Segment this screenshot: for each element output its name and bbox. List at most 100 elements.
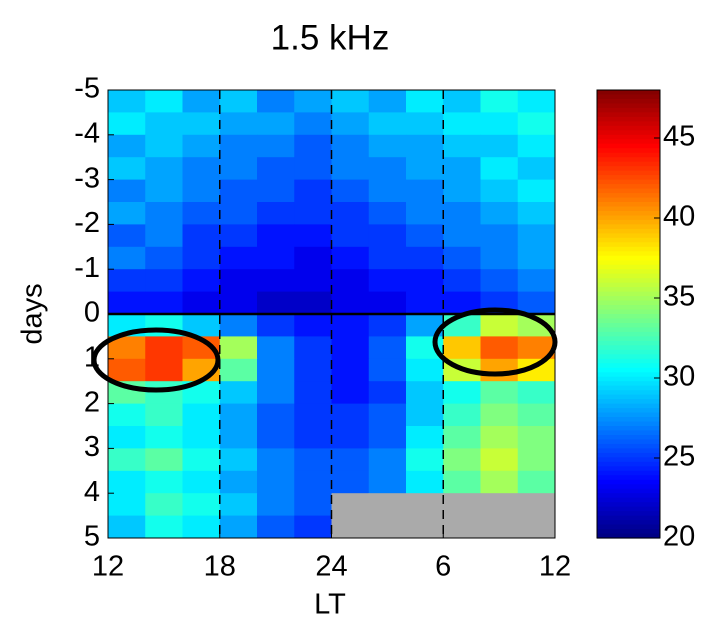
colorbar-segment <box>597 233 660 239</box>
heatmap-cell <box>294 493 332 517</box>
heatmap-cell <box>257 403 295 427</box>
heatmap-cell <box>182 246 221 270</box>
colorbar-segment <box>597 161 660 167</box>
heatmap-cell <box>406 314 444 337</box>
heatmap-cell <box>294 358 332 382</box>
heatmap-cell <box>145 112 183 136</box>
colorbar-segment <box>597 466 660 472</box>
heatmap-cell <box>294 269 332 293</box>
colorbar-segment <box>597 452 660 458</box>
heatmap-cell <box>406 179 444 203</box>
colorbar-segment <box>597 426 660 432</box>
x-tick-label: 6 <box>435 551 451 583</box>
heatmap-cell <box>480 314 519 337</box>
heatmap-cell <box>257 493 295 517</box>
heatmap-cell <box>368 134 407 158</box>
heatmap-cell <box>443 336 481 360</box>
colorbar-segment <box>597 349 660 355</box>
heatmap-cell <box>406 493 444 517</box>
annotation-ellipse <box>432 307 558 377</box>
colorbar-segment <box>597 336 660 342</box>
heatmap-cell <box>145 381 183 405</box>
heatmap-cell <box>294 470 332 494</box>
heatmap-cell <box>368 112 407 136</box>
heatmap-cell <box>294 515 332 539</box>
heatmap-cell <box>443 403 481 427</box>
heatmap-cell <box>517 90 556 113</box>
heatmap-cell <box>406 515 444 539</box>
heatmap-cell <box>294 224 332 248</box>
heatmap-cell <box>443 470 481 494</box>
heatmap-cell <box>443 90 481 113</box>
heatmap-cell <box>443 291 481 315</box>
heatmap-cell <box>108 90 146 113</box>
heatmap-cell <box>257 224 295 248</box>
heatmap-cell <box>517 515 556 539</box>
heatmap-cell <box>443 515 481 539</box>
heatmap-cell <box>108 269 146 293</box>
heatmap-cell <box>368 358 407 382</box>
colorbar-segment <box>597 98 660 105</box>
heatmap-cell <box>517 269 556 293</box>
colorbar-segment <box>597 443 660 449</box>
heatmap-cell <box>480 470 519 494</box>
heatmap-cell <box>406 358 444 382</box>
heatmap-cell <box>368 448 407 472</box>
heatmap-cell <box>257 448 295 472</box>
colorbar-segment <box>597 300 660 306</box>
heatmap-cell <box>368 493 407 517</box>
heatmap-cell <box>108 224 146 248</box>
colorbar-segment <box>597 318 660 324</box>
heatmap-cell <box>480 336 519 360</box>
x-tick-label: 24 <box>315 551 347 583</box>
heatmap-cell <box>257 202 295 225</box>
colorbar-segment <box>597 394 660 400</box>
colorbar-segment <box>597 103 660 109</box>
colorbar-segment <box>597 90 660 96</box>
heatmap-cell <box>480 493 519 517</box>
colorbar-segment <box>597 390 660 396</box>
heatmap-cell <box>219 493 258 517</box>
heatmap-cell <box>480 179 519 203</box>
colorbar-tick-label: 20 <box>663 521 695 553</box>
heatmap-cell <box>331 381 370 405</box>
heatmap-cell <box>108 403 146 427</box>
heatmap-cell <box>145 202 183 225</box>
colorbar-segment <box>597 475 660 481</box>
heatmap-cell <box>368 314 407 337</box>
heatmap-cell <box>406 112 444 136</box>
heatmap-cell <box>480 246 519 270</box>
heatmap-cell <box>219 134 258 158</box>
heatmap-cell <box>368 246 407 270</box>
heatmap-cell <box>480 448 519 472</box>
heatmap-cell <box>480 224 519 248</box>
colorbar-segment <box>597 246 660 252</box>
heatmap-cell <box>182 90 221 113</box>
colorbar-segment <box>597 215 660 221</box>
heatmap-cell <box>108 157 146 181</box>
colorbar-segment <box>597 282 660 288</box>
heatmap-cell <box>145 90 183 113</box>
heatmap-cell <box>257 157 295 181</box>
heatmap-cell <box>182 448 221 472</box>
colorbar-segment <box>597 148 660 154</box>
heatmap-cell <box>219 381 258 405</box>
colorbar-segment <box>597 219 660 225</box>
heatmap-cell <box>182 202 221 225</box>
colorbar-segment <box>597 408 660 414</box>
heatmap-cell <box>219 202 258 225</box>
colorbar-segment <box>597 484 660 490</box>
heatmap-cell <box>294 202 332 225</box>
colorbar-segment <box>597 255 660 261</box>
colorbar-segment <box>597 237 660 243</box>
colorbar-segment <box>597 430 660 436</box>
heatmap-cell <box>443 134 481 158</box>
colorbar-segment <box>597 439 660 445</box>
heatmap-cell <box>517 314 556 337</box>
heatmap-cell <box>406 381 444 405</box>
heatmap-cell <box>257 112 295 136</box>
colorbar-tick-label: 45 <box>663 121 695 153</box>
colorbar-tick-label: 30 <box>663 361 695 393</box>
heatmap-cell <box>145 515 183 539</box>
